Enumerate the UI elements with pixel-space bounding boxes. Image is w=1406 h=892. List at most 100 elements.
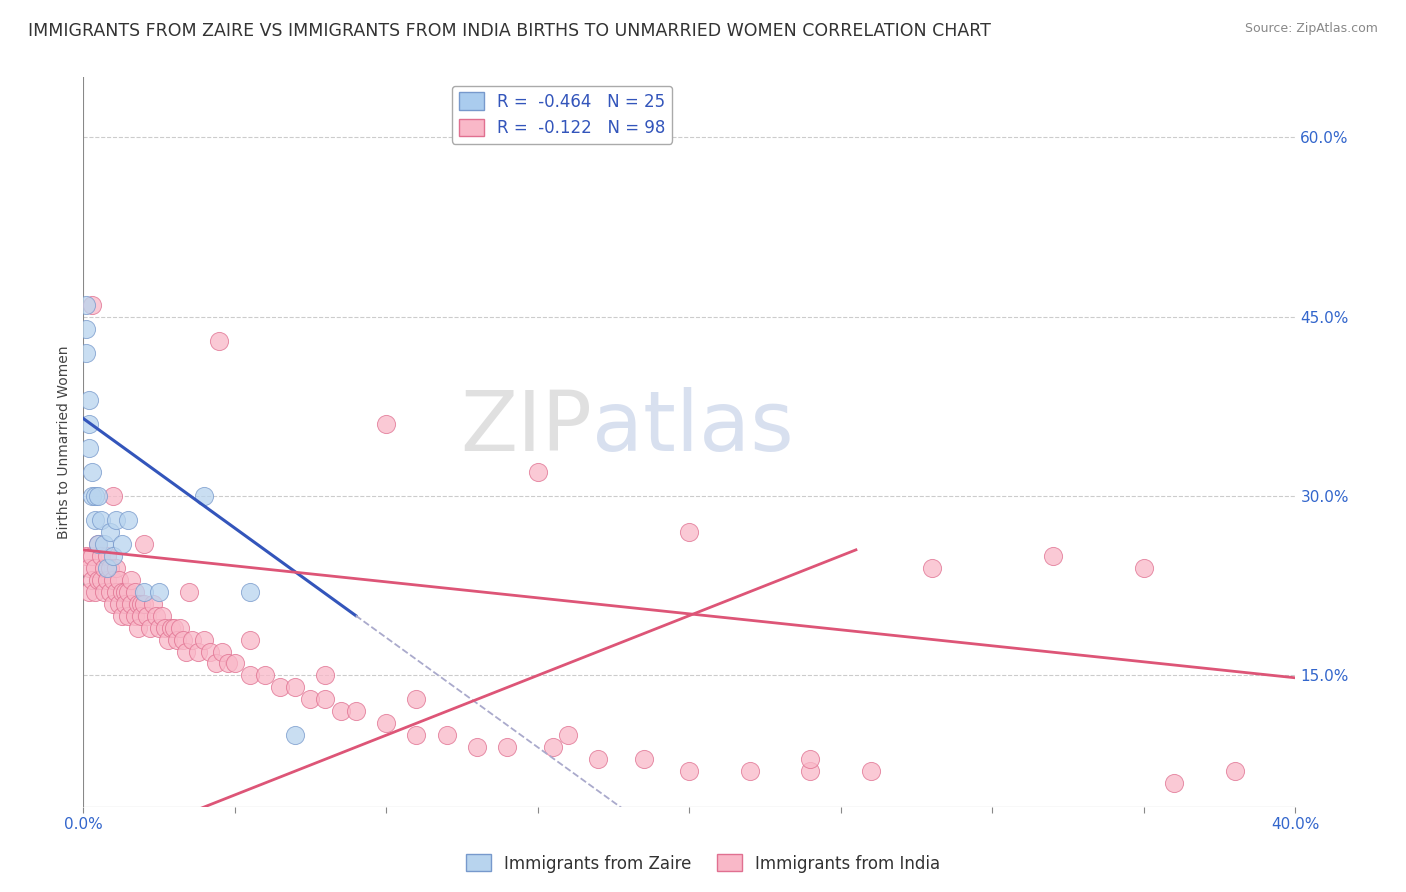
Point (124, 584, 146, 599)
Point (132, 537, 155, 551)
Point (193, 632, 215, 647)
Point (105, 584, 128, 599)
Point (181, 632, 204, 647)
Point (633, 752, 655, 766)
Point (111, 584, 134, 599)
Point (174, 644, 197, 658)
Point (80, 549, 103, 563)
Point (799, 764, 821, 778)
Point (160, 621, 183, 635)
Point (127, 621, 149, 635)
Point (218, 657, 240, 671)
Point (77, 584, 100, 599)
Point (299, 692, 322, 706)
Point (87, 537, 110, 551)
Point (129, 597, 152, 611)
Point (166, 632, 188, 647)
Point (193, 489, 215, 503)
Point (98, 524, 121, 539)
Point (200, 644, 222, 658)
Point (211, 644, 233, 658)
Text: atlas: atlas (592, 387, 794, 468)
Point (172, 632, 194, 647)
Point (375, 716, 398, 731)
Text: Source: ZipAtlas.com: Source: ZipAtlas.com (1244, 22, 1378, 36)
Point (526, 465, 548, 479)
Point (314, 692, 336, 706)
Point (142, 597, 165, 611)
Legend: Immigrants from Zaire, Immigrants from India: Immigrants from Zaire, Immigrants from I… (460, 847, 946, 880)
Point (105, 561, 128, 575)
Point (108, 573, 131, 587)
Point (84, 513, 107, 527)
Point (75, 345, 97, 359)
Point (103, 573, 125, 587)
Point (96, 573, 118, 587)
Point (496, 740, 519, 755)
Point (132, 584, 155, 599)
Point (84, 489, 107, 503)
Point (860, 764, 883, 778)
Text: ZIP: ZIP (460, 387, 592, 468)
Point (75, 298, 97, 312)
Point (678, 524, 700, 539)
Point (205, 657, 228, 671)
Point (87, 537, 110, 551)
Point (138, 621, 160, 635)
Point (124, 608, 146, 623)
Point (145, 608, 167, 623)
Point (84, 584, 107, 599)
Point (77, 417, 100, 432)
Point (111, 537, 134, 551)
Point (177, 584, 200, 599)
Point (163, 621, 186, 635)
Point (80, 298, 103, 312)
Text: IMMIGRANTS FROM ZAIRE VS IMMIGRANTS FROM INDIA BIRTHS TO UNMARRIED WOMEN CORRELA: IMMIGRANTS FROM ZAIRE VS IMMIGRANTS FROM… (28, 22, 991, 40)
Point (111, 608, 134, 623)
Point (557, 728, 579, 742)
Point (156, 632, 179, 647)
Point (153, 621, 176, 635)
Point (114, 584, 136, 599)
Point (98, 561, 121, 575)
Point (80, 465, 103, 479)
Point (239, 632, 262, 647)
Point (588, 752, 610, 766)
Point (1133, 561, 1156, 575)
Point (329, 704, 352, 718)
Point (132, 597, 155, 611)
Point (117, 513, 139, 527)
Point (135, 608, 157, 623)
Point (344, 704, 367, 718)
Point (98, 584, 121, 599)
Point (127, 597, 149, 611)
Point (96, 561, 118, 575)
Point (239, 584, 262, 599)
Point (108, 597, 131, 611)
Point (799, 752, 821, 766)
Point (738, 764, 761, 778)
Point (253, 668, 276, 682)
Point (93, 537, 115, 551)
Point (284, 728, 307, 742)
Point (80, 489, 103, 503)
Point (75, 321, 97, 335)
Point (169, 621, 191, 635)
Point (121, 597, 143, 611)
Point (1163, 776, 1185, 790)
Point (187, 644, 209, 658)
Point (239, 668, 262, 682)
Point (87, 489, 110, 503)
Point (84, 561, 107, 575)
Point (208, 334, 231, 348)
Point (117, 608, 139, 623)
Y-axis label: Births to Unmarried Women: Births to Unmarried Women (58, 345, 72, 539)
Point (103, 597, 125, 611)
Point (314, 668, 336, 682)
Point (80, 573, 103, 587)
Point (921, 561, 943, 575)
Point (148, 584, 170, 599)
Point (465, 740, 488, 755)
Point (121, 573, 143, 587)
Point (96, 549, 118, 563)
